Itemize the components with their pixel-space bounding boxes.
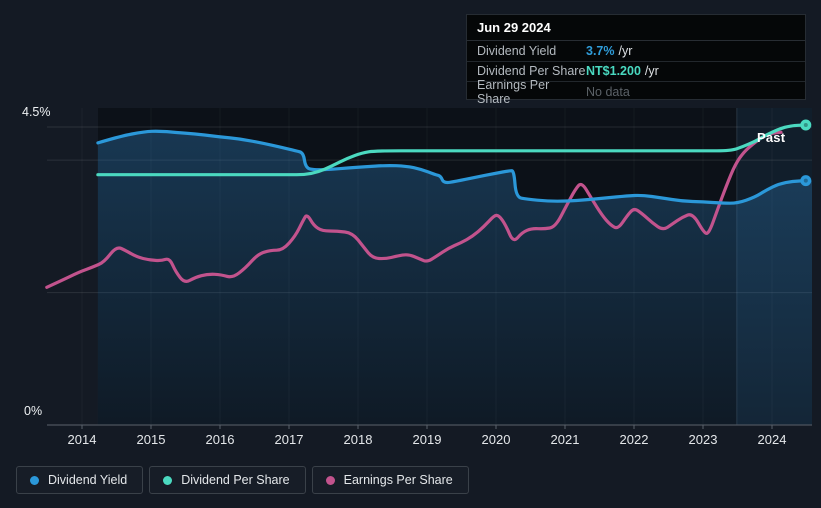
legend-item-dividend-per-share[interactable]: Dividend Per Share [149,466,306,494]
tooltip-value: 3.7% [586,43,615,58]
tooltip-unit: /yr [644,64,659,79]
legend-item-dividend-yield[interactable]: Dividend Yield [16,466,144,494]
x-tick-label: 2021 [551,432,580,447]
dividend-per-share-end-dot [800,119,812,131]
tooltip-unit: /yr [618,43,633,58]
tooltip-label: Dividend Per Share [477,64,586,79]
dividend-per-share-line [96,123,808,177]
earnings-per-share-dot-icon [325,475,335,485]
x-tick-label: 2016 [206,432,235,447]
dividend-per-share-dot-icon [163,475,173,485]
x-tick-label: 2023 [689,432,718,447]
x-tick-label: 2015 [137,432,166,447]
x-tick-label: 2017 [275,432,304,447]
legend-label: Earnings Per Share [343,473,453,487]
dividend-per-share-end-dot-center [803,123,808,127]
earnings-per-share-line [45,130,783,289]
tooltip-row-dividend-per-share: Dividend Per Share NT$1.200 /yr [467,62,805,82]
x-tick-label: 2019 [413,432,442,447]
chart-legend: Dividend Yield Dividend Per Share Earnin… [16,466,469,494]
tooltip-label: Earnings Per Share [477,77,550,106]
tooltip-value: No data [586,84,630,99]
legend-label: Dividend Yield [48,473,128,487]
dividend-yield-area [97,131,812,425]
dividend-yield-end-dot-center [803,178,808,183]
y-axis-max-label: 4.5% [22,105,51,119]
tooltip-date: Jun 29 2024 [467,15,805,41]
tooltip-row-dividend-yield: Dividend Yield 3.7% /yr [467,41,805,62]
legend-item-earnings-per-share[interactable]: Earnings Per Share [311,466,469,494]
tooltip-row-earnings-per-share: Earnings Per Share No data [467,78,805,106]
x-tick-label: 2024 [758,432,787,447]
dividend-yield-line [96,129,808,205]
chart-plot-area[interactable]: 2014 2015 2016 2017 2018 2019 2020 2021 2022 2023… [0,0,821,460]
dividend-yield-dot-icon [30,475,39,485]
tooltip-value: NT$1.200 [586,64,641,79]
y-axis-min-label: 0% [24,404,43,418]
tooltip-label: Dividend Yield [477,43,557,58]
past-period-label: Past [757,130,786,145]
x-tick-label: 2020 [482,432,511,447]
chart-tooltip: Jun 29 2024 Dividend Yield 3.7% /yr Divi… [466,14,806,106]
dividend-yield-end-dot [800,175,812,187]
x-tick-label: 2014 [68,432,97,447]
x-tick-label: 2018 [344,432,373,447]
x-tick-label: 2022 [620,432,649,447]
legend-label: Dividend Per Share [181,473,290,487]
